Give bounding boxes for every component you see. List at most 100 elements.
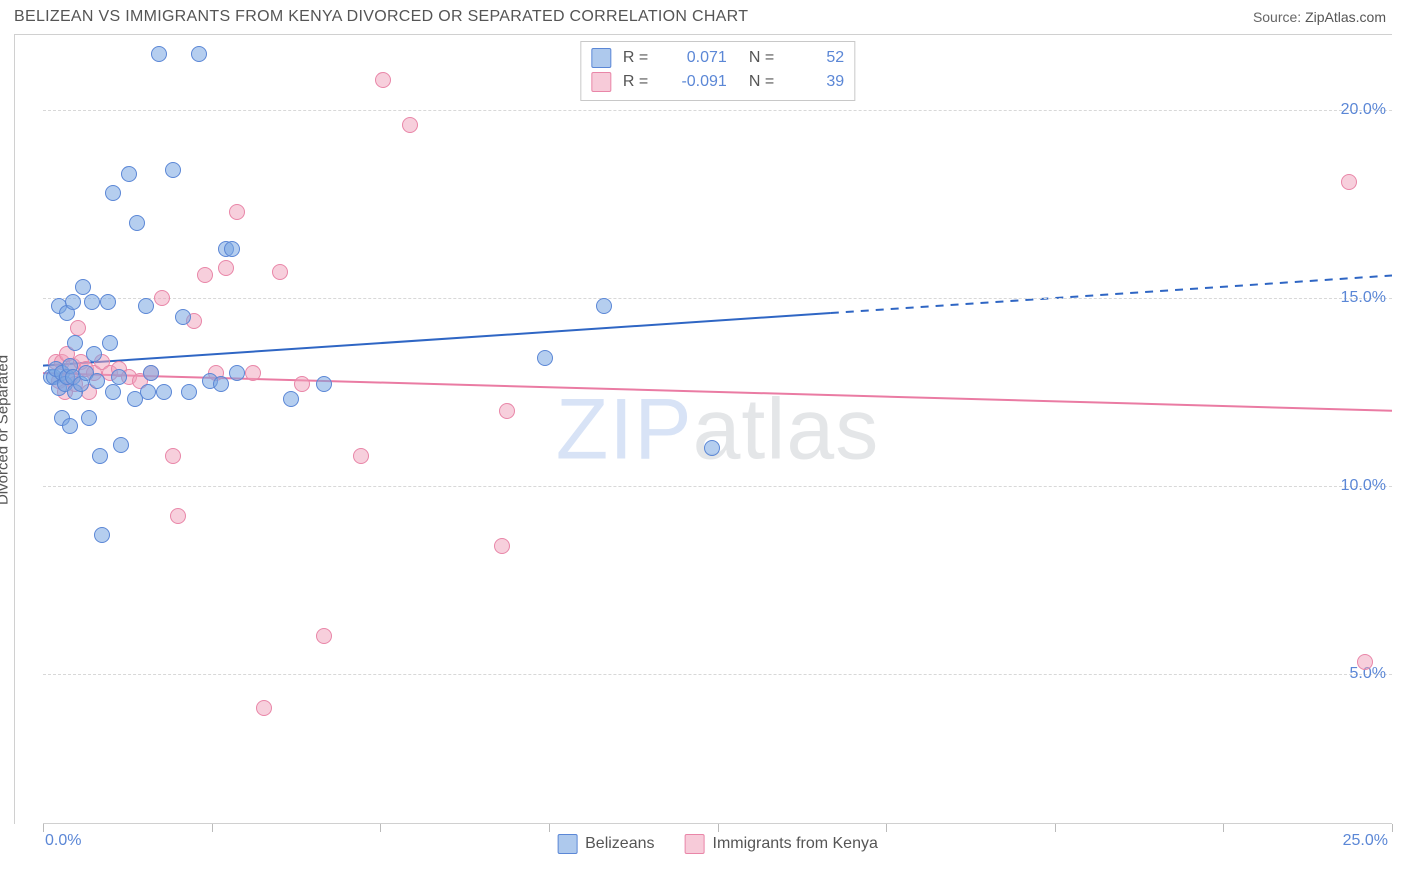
data-point: [229, 204, 245, 220]
data-point: [375, 72, 391, 88]
data-point: [181, 384, 197, 400]
chart-container: Divorced or Separated ZIPatlas R =0.071N…: [14, 34, 1392, 824]
data-point: [316, 376, 332, 392]
data-point: [65, 294, 81, 310]
x-tick: [549, 824, 550, 832]
data-point: [256, 700, 272, 716]
data-point: [224, 241, 240, 257]
gridline: [43, 486, 1392, 487]
data-point: [84, 294, 100, 310]
data-point: [94, 527, 110, 543]
data-point: [316, 628, 332, 644]
data-point: [143, 365, 159, 381]
data-point: [151, 46, 167, 62]
watermark-zip: ZIP: [556, 381, 693, 477]
data-point: [111, 369, 127, 385]
y-tick-label: 20.0%: [1341, 101, 1386, 119]
watermark-atlas: atlas: [693, 381, 880, 477]
x-tick: [380, 824, 381, 832]
data-point: [170, 508, 186, 524]
legend-swatch: [557, 834, 577, 854]
legend-item: Belizeans: [557, 834, 654, 854]
data-point: [105, 185, 121, 201]
data-point: [154, 290, 170, 306]
legend-row: R = 0.071 N = 52: [591, 46, 844, 70]
n-label: N =: [749, 49, 774, 67]
plot-area: ZIPatlas R = 0.071 N = 52 R = -0.091 N = 39 0.0…: [43, 35, 1392, 824]
y-axis-label: Divorced or Separated: [0, 354, 12, 504]
r-value: -0.091: [669, 73, 727, 91]
r-value: 0.071: [669, 49, 727, 67]
data-point: [113, 437, 129, 453]
r-label: R =: [623, 73, 657, 91]
x-tick: [212, 824, 213, 832]
data-point: [89, 373, 105, 389]
x-axis-max-label: 25.0%: [1343, 832, 1388, 850]
x-tick: [43, 824, 44, 832]
data-point: [165, 448, 181, 464]
data-point: [191, 46, 207, 62]
data-point: [218, 260, 234, 276]
data-point: [156, 384, 172, 400]
y-tick-label: 15.0%: [1341, 289, 1386, 307]
source-attribution: Source: ZipAtlas.com: [1253, 9, 1386, 25]
data-point: [92, 448, 108, 464]
data-point: [62, 418, 78, 434]
data-point: [100, 294, 116, 310]
y-tick-label: 10.0%: [1341, 477, 1386, 495]
data-point: [138, 298, 154, 314]
legend-row: R = -0.091 N = 39: [591, 70, 844, 94]
gridline: [43, 674, 1392, 675]
legend-label: Immigrants from Kenya: [712, 835, 877, 853]
data-point: [1341, 174, 1357, 190]
data-point: [596, 298, 612, 314]
n-value: 52: [786, 49, 844, 67]
data-point: [86, 346, 102, 362]
r-label: R =: [623, 49, 657, 67]
data-point: [499, 403, 515, 419]
legend-swatch: [591, 48, 611, 68]
x-tick: [718, 824, 719, 832]
data-point: [75, 279, 91, 295]
data-point: [229, 365, 245, 381]
data-point: [70, 320, 86, 336]
data-point: [129, 215, 145, 231]
series-legend: Belizeans Immigrants from Kenya: [557, 834, 878, 854]
data-point: [1357, 654, 1373, 670]
data-point: [353, 448, 369, 464]
watermark: ZIPatlas: [556, 380, 879, 479]
data-point: [165, 162, 181, 178]
data-point: [213, 376, 229, 392]
data-point: [121, 166, 137, 182]
chart-title: BELIZEAN VS IMMIGRANTS FROM KENYA DIVORC…: [14, 8, 748, 26]
data-point: [81, 410, 97, 426]
data-point: [272, 264, 288, 280]
source-link[interactable]: ZipAtlas.com: [1305, 9, 1386, 25]
source-prefix: Source:: [1253, 9, 1301, 25]
data-point: [494, 538, 510, 554]
legend-swatch: [591, 72, 611, 92]
correlation-legend: R = 0.071 N = 52 R = -0.091 N = 39: [580, 41, 855, 101]
legend-item: Immigrants from Kenya: [684, 834, 877, 854]
data-point: [102, 335, 118, 351]
data-point: [197, 267, 213, 283]
legend-label: Belizeans: [585, 835, 654, 853]
data-point: [175, 309, 191, 325]
data-point: [67, 335, 83, 351]
data-point: [283, 391, 299, 407]
n-value: 39: [786, 73, 844, 91]
legend-swatch: [684, 834, 704, 854]
data-point: [704, 440, 720, 456]
trend-lines-svg: [43, 35, 1392, 824]
data-point: [294, 376, 310, 392]
data-point: [245, 365, 261, 381]
x-tick: [1392, 824, 1393, 832]
x-axis-min-label: 0.0%: [45, 832, 81, 850]
data-point: [105, 384, 121, 400]
n-label: N =: [749, 73, 774, 91]
header: BELIZEAN VS IMMIGRANTS FROM KENYA DIVORC…: [0, 0, 1406, 30]
gridline: [43, 298, 1392, 299]
data-point: [537, 350, 553, 366]
gridline: [43, 110, 1392, 111]
x-tick: [1055, 824, 1056, 832]
